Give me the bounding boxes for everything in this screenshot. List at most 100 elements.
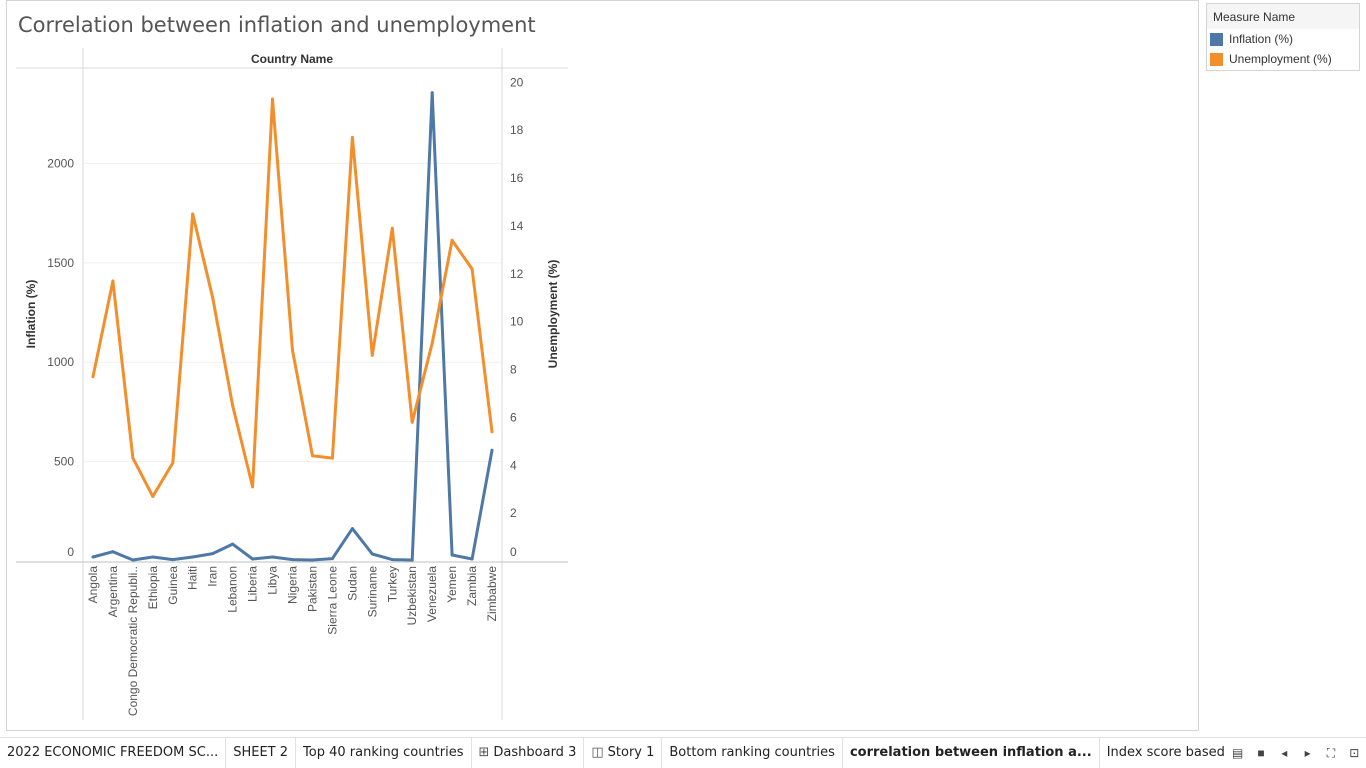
tab-navigation: ▤ ■ ◂ ▸ ⛶ ⊡	[1226, 738, 1366, 768]
right-tick-label: 6	[510, 410, 517, 424]
legend-item-inflation[interactable]: Inflation (%)	[1207, 29, 1359, 49]
data-point	[271, 555, 274, 559]
right-tick-label: 16	[510, 171, 524, 185]
data-point	[171, 558, 175, 562]
left-tick-label: 1000	[47, 355, 74, 369]
right-tick-label: 8	[510, 363, 517, 377]
category-label: Angola	[86, 566, 100, 604]
legend-swatch-unemployment	[1210, 52, 1223, 66]
tab-5[interactable]: Bottom ranking countries	[662, 738, 843, 768]
data-point	[311, 558, 314, 562]
tab-label: Index score based on financial fr...	[1106, 745, 1226, 760]
data-point	[470, 267, 474, 271]
data-point	[410, 558, 414, 562]
data-point	[330, 557, 334, 561]
category-label: Nigeria	[286, 566, 300, 604]
right-axis-title: Unemployment (%)	[546, 260, 560, 369]
category-label: Lebanon	[226, 566, 240, 613]
tab-label: Dashboard 3	[493, 745, 577, 760]
show-filmstrip-icon[interactable]: ▤	[1231, 746, 1244, 760]
series-line-unemployment	[91, 97, 494, 498]
right-tick-label: 18	[510, 123, 524, 137]
data-point	[350, 527, 354, 531]
series-line-inflation	[91, 91, 494, 562]
data-point	[91, 555, 95, 559]
tab-label: Top 40 ranking countries	[303, 745, 464, 760]
right-tick-label: 14	[510, 219, 524, 233]
show-tabs-icon[interactable]: ■	[1257, 746, 1265, 760]
left-tick-label: 500	[54, 455, 74, 469]
right-tick-label: 20	[510, 75, 524, 89]
category-label: Haiti	[186, 566, 200, 590]
category-label: Zambia	[465, 566, 479, 606]
sheet-tab-bar: 2022 ECONOMIC FREEDOM SC... SHEET 2 Top 40…	[0, 737, 1366, 768]
data-point	[430, 341, 434, 345]
tab-label: 2022 ECONOMIC FREEDOM SC...	[7, 745, 219, 760]
data-point	[291, 348, 294, 352]
category-label: Sudan	[345, 566, 359, 601]
chart-title: Correlation between inflation and unempl…	[18, 13, 536, 37]
tab-4[interactable]: ◫ Story 1	[584, 738, 663, 768]
data-point	[211, 552, 215, 556]
category-label: Congo Democratic Republi..	[126, 566, 140, 716]
category-label: Turkey	[385, 566, 399, 602]
tab-label: SHEET 2	[233, 745, 289, 760]
legend-label-inflation: Inflation (%)	[1229, 32, 1294, 46]
data-point	[231, 403, 235, 407]
data-point	[370, 353, 374, 357]
story-icon: ◫	[591, 745, 604, 760]
tab-3[interactable]: ⊞ Dashboard 3	[472, 738, 585, 768]
previous-sheet-icon[interactable]: ◂	[1281, 746, 1288, 760]
presentation-mode-icon[interactable]: ⊡	[1349, 746, 1360, 760]
category-label: Iran	[206, 566, 220, 587]
tab-2[interactable]: Top 40 ranking countries	[296, 738, 472, 768]
right-tick-label: 12	[510, 267, 524, 281]
tab-6[interactable]: correlation between inflation a...	[842, 738, 1100, 768]
data-point	[291, 558, 294, 562]
right-tick-label: 0	[510, 545, 517, 559]
category-label: Venezuela	[425, 566, 439, 622]
tab-label: correlation between inflation a...	[849, 745, 1092, 760]
data-point	[390, 226, 394, 230]
data-point	[450, 553, 454, 557]
data-point	[211, 296, 215, 300]
left-axis-title: Inflation (%)	[24, 280, 38, 349]
data-point	[490, 448, 494, 452]
data-point	[271, 97, 274, 101]
tab-1[interactable]: SHEET 2	[226, 738, 297, 768]
data-point	[251, 485, 255, 489]
right-tick-label: 4	[510, 458, 517, 472]
right-tick-label: 10	[510, 315, 524, 329]
legend: Measure Name Inflation (%) Unemployment …	[1206, 3, 1360, 71]
data-point	[430, 91, 434, 95]
data-point	[191, 555, 195, 559]
data-point	[410, 420, 414, 424]
data-point	[450, 238, 454, 242]
category-label: Pakistan	[305, 566, 319, 612]
data-point	[330, 456, 334, 460]
data-point	[370, 552, 374, 556]
next-sheet-icon[interactable]: ▸	[1304, 746, 1311, 760]
fullscreen-icon[interactable]: ⛶	[1326, 745, 1336, 760]
worksheet: Correlation between inflation and unempl…	[6, 0, 1199, 731]
left-tick-label: 1500	[47, 256, 74, 270]
data-point	[251, 557, 255, 561]
category-label: Sierra Leone	[325, 566, 339, 635]
tab-0[interactable]: 2022 ECONOMIC FREEDOM SC...	[0, 738, 227, 768]
tab-label: Bottom ranking countries	[669, 745, 835, 760]
data-point	[151, 555, 155, 559]
data-point	[91, 375, 95, 379]
data-point	[390, 558, 394, 562]
column-header: Country Name	[251, 52, 333, 66]
category-label: Ethiopia	[146, 566, 160, 610]
legend-label-unemployment: Unemployment (%)	[1229, 52, 1332, 66]
sheet-tabs: 2022 ECONOMIC FREEDOM SC... SHEET 2 Top 40…	[0, 738, 1226, 768]
data-point	[191, 212, 195, 216]
tab-7[interactable]: Index score based on financial fr...	[1100, 738, 1226, 768]
category-label: Liberia	[246, 566, 260, 602]
legend-swatch-inflation	[1210, 32, 1223, 46]
data-point	[171, 461, 175, 465]
legend-item-unemployment[interactable]: Unemployment (%)	[1207, 49, 1359, 69]
data-point	[111, 279, 115, 283]
